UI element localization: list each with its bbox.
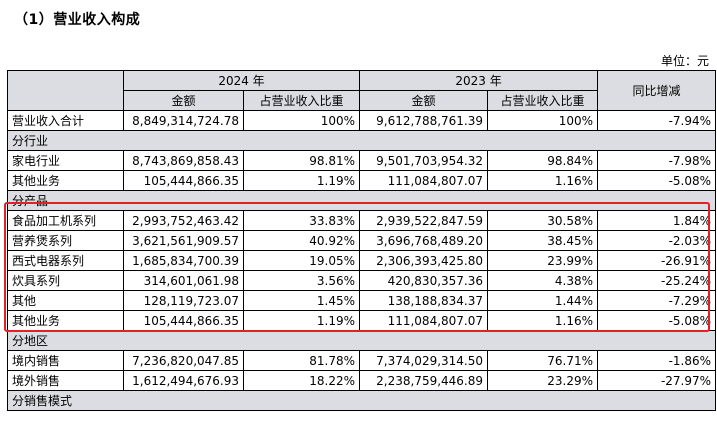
row-amount-2023: 111,084,807.07 bbox=[359, 170, 489, 191]
row-label: 境外销售 bbox=[7, 370, 124, 391]
row-label: 其他 bbox=[7, 290, 124, 311]
section-row: 分产品 bbox=[6, 190, 717, 211]
revenue-composition-table: 2024 年 2023 年 同比增减 金额 占营业收入比重 金额 占营业收入比重… bbox=[6, 70, 717, 411]
table-row: 境内销售 7,236,820,047.85 81.78% 7,374,029,314.… bbox=[7, 350, 717, 371]
row-amount-2024: 2,993,752,463.42 bbox=[123, 210, 244, 231]
section-title: 分行业 bbox=[6, 130, 717, 151]
row-share-2023: 1.16% bbox=[487, 310, 599, 331]
header-share-2023: 占营业收入比重 bbox=[487, 90, 599, 111]
table-row: 其他业务 105,444,866.35 1.19% 111,084,807.07 1.1… bbox=[7, 170, 717, 191]
row-amount-2024: 8,743,869,858.43 bbox=[123, 150, 244, 171]
row-share-2024: 81.78% bbox=[242, 350, 361, 371]
row-yoy: -5.08% bbox=[597, 170, 717, 191]
row-amount-2023: 111,084,807.07 bbox=[359, 310, 489, 331]
row-yoy: -1.86% bbox=[597, 350, 717, 371]
row-share-2024: 98.81% bbox=[242, 150, 361, 171]
row-amount-2024: 3,621,561,909.57 bbox=[123, 230, 244, 251]
row-share-2023: 4.38% bbox=[487, 270, 599, 291]
row-yoy: -25.24% bbox=[597, 270, 717, 291]
row-label: 食品加工机系列 bbox=[7, 210, 124, 231]
table-row: 家电行业 8,743,869,858.43 98.81% 9,501,703,954.… bbox=[7, 150, 717, 171]
header-amount-2024: 金额 bbox=[123, 90, 244, 111]
row-share-2024: 1.19% bbox=[242, 170, 361, 191]
total-share-2023: 100% bbox=[487, 110, 599, 131]
row-share-2024: 3.56% bbox=[242, 270, 361, 291]
row-share-2024: 18.22% bbox=[242, 370, 361, 391]
row-share-2024: 33.83% bbox=[242, 210, 361, 231]
section-row: 分地区 bbox=[6, 330, 717, 351]
row-share-2023: 76.71% bbox=[487, 350, 599, 371]
header-share-2024: 占营业收入比重 bbox=[242, 90, 361, 111]
row-yoy: -5.08% bbox=[597, 310, 717, 331]
row-yoy: -26.91% bbox=[597, 250, 717, 271]
row-amount-2023: 3,696,768,489.20 bbox=[359, 230, 489, 251]
table-row: 营养煲系列 3,621,561,909.57 40.92% 3,696,768,489… bbox=[7, 230, 717, 251]
section-row: 分行业 bbox=[6, 130, 717, 151]
row-share-2023: 1.16% bbox=[487, 170, 599, 191]
row-label: 营养煲系列 bbox=[7, 230, 124, 251]
table-row: 炊具系列 314,601,061.98 3.56% 420,830,357.36 4.3… bbox=[7, 270, 717, 291]
row-amount-2023: 138,188,834.37 bbox=[359, 290, 489, 311]
row-share-2023: 38.45% bbox=[487, 230, 599, 251]
total-share-2024: 100% bbox=[242, 110, 361, 131]
header-corner-cell bbox=[7, 70, 124, 111]
row-yoy: -2.03% bbox=[597, 230, 717, 251]
header-yoy: 同比增减 bbox=[597, 70, 717, 111]
section-title: 分地区 bbox=[6, 330, 717, 351]
row-label: 炊具系列 bbox=[7, 270, 124, 291]
row-amount-2024: 314,601,061.98 bbox=[123, 270, 244, 291]
row-share-2023: 98.84% bbox=[487, 150, 599, 171]
row-amount-2023: 2,238,759,446.89 bbox=[359, 370, 489, 391]
total-amount-2024: 8,849,314,724.78 bbox=[123, 110, 244, 131]
row-share-2024: 19.05% bbox=[242, 250, 361, 271]
row-label: 家电行业 bbox=[7, 150, 124, 171]
section-heading: （1）营业收入构成 bbox=[14, 12, 141, 28]
table-row: 西式电器系列 1,685,834,700.39 19.05% 2,306,393,42… bbox=[7, 250, 717, 271]
row-share-2024: 1.45% bbox=[242, 290, 361, 311]
row-yoy: -7.29% bbox=[597, 290, 717, 311]
section-title: 分销售模式 bbox=[6, 390, 717, 411]
row-amount-2023: 9,501,703,954.32 bbox=[359, 150, 489, 171]
row-amount-2024: 128,119,723.07 bbox=[123, 290, 244, 311]
table-row: 其他 128,119,723.07 1.45% 138,188,834.37 1.44%… bbox=[7, 290, 717, 311]
row-amount-2024: 7,236,820,047.85 bbox=[123, 350, 244, 371]
row-yoy: 1.84% bbox=[597, 210, 717, 231]
unit-label: 单位：元 bbox=[660, 54, 709, 68]
row-label: 西式电器系列 bbox=[7, 250, 124, 271]
total-label: 营业收入合计 bbox=[7, 110, 124, 131]
row-amount-2023: 7,374,029,314.50 bbox=[359, 350, 489, 371]
row-share-2023: 1.44% bbox=[487, 290, 599, 311]
row-share-2024: 40.92% bbox=[242, 230, 361, 251]
total-row: 营业收入合计 8,849,314,724.78 100% 9,612,788,7… bbox=[7, 110, 717, 131]
header-year-2023: 2023 年 bbox=[359, 70, 599, 91]
row-label: 其他业务 bbox=[7, 170, 124, 191]
row-amount-2023: 2,939,522,847.59 bbox=[359, 210, 489, 231]
table-row: 食品加工机系列 2,993,752,463.42 33.83% 2,939,522,8… bbox=[7, 210, 717, 231]
section-row: 分销售模式 bbox=[6, 390, 717, 411]
row-amount-2024: 1,685,834,700.39 bbox=[123, 250, 244, 271]
header-row-columns: 金额 占营业收入比重 金额 占营业收入比重 bbox=[8, 90, 716, 111]
total-yoy: -7.94% bbox=[597, 110, 717, 131]
row-share-2023: 23.29% bbox=[487, 370, 599, 391]
table-row: 境外销售 1,612,494,676.93 18.22% 2,238,759,446.… bbox=[7, 370, 717, 391]
table-row: 其他业务 105,444,866.35 1.19% 111,084,807.07 1.1… bbox=[7, 310, 717, 331]
row-share-2023: 30.58% bbox=[487, 210, 599, 231]
header-row-years: 2024 年 2023 年 同比增减 bbox=[7, 70, 717, 111]
section-title: 分产品 bbox=[6, 190, 717, 211]
row-label: 其他业务 bbox=[7, 310, 124, 331]
header-year-2024: 2024 年 bbox=[122, 70, 361, 91]
row-amount-2024: 105,444,866.35 bbox=[123, 310, 244, 331]
row-amount-2024: 105,444,866.35 bbox=[123, 170, 244, 191]
header-amount-2023: 金额 bbox=[359, 90, 489, 111]
row-share-2024: 1.19% bbox=[242, 310, 361, 331]
row-amount-2023: 420,830,357.36 bbox=[359, 270, 489, 291]
row-label: 境内销售 bbox=[7, 350, 124, 371]
row-yoy: -7.98% bbox=[597, 150, 717, 171]
row-yoy: -27.97% bbox=[597, 370, 717, 391]
row-share-2023: 23.99% bbox=[487, 250, 599, 271]
row-amount-2023: 2,306,393,425.80 bbox=[359, 250, 489, 271]
row-amount-2024: 1,612,494,676.93 bbox=[123, 370, 244, 391]
total-amount-2023: 9,612,788,761.39 bbox=[359, 110, 489, 131]
